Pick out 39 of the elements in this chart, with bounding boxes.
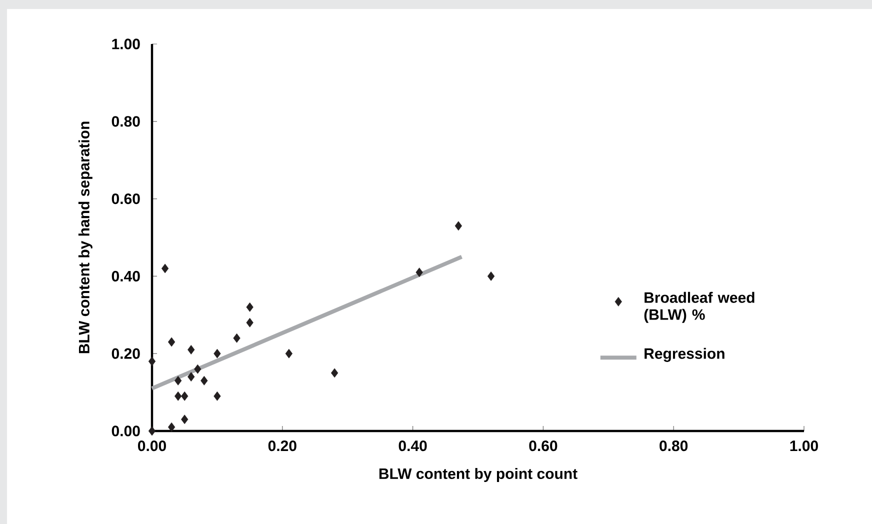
point: [188, 372, 195, 382]
point: [246, 318, 254, 328]
point: [181, 391, 188, 401]
point: [168, 337, 176, 347]
point: [416, 268, 423, 278]
y-tick-label: 0.40: [112, 270, 140, 282]
x-tick-label: 0.40: [398, 440, 427, 452]
y-tick-label: 0.00: [112, 426, 140, 436]
point: [487, 271, 495, 281]
y-axis-title: BLW content by hand separation: [78, 122, 92, 354]
point: [330, 368, 338, 378]
point: [174, 376, 182, 386]
point: [174, 391, 182, 401]
y-tick-label: 1.00: [112, 38, 140, 50]
point: [181, 414, 188, 424]
y-tick-label: 0.20: [112, 348, 140, 359]
point: [148, 426, 156, 436]
x-tick-label: 0.20: [268, 440, 296, 452]
x-tick-label: 0.60: [529, 440, 558, 452]
x-tick-label: 0.00: [138, 440, 166, 452]
legend-label: Broadleaf weed (BLW) %: [644, 292, 754, 323]
x-tick-label: 0.80: [660, 440, 688, 452]
point: [285, 348, 293, 358]
legend-label: Regression: [644, 348, 724, 362]
point: [233, 333, 240, 343]
x-axis-title: BLW content by point count: [379, 468, 578, 482]
point: [246, 302, 254, 312]
point: [161, 264, 169, 274]
point: [214, 348, 221, 358]
point: [168, 422, 176, 432]
y-tick-label: 0.80: [112, 116, 140, 127]
point: [200, 376, 208, 386]
point: [148, 356, 156, 366]
point: [214, 391, 221, 401]
point: [194, 364, 202, 374]
x-tick-label: 1.00: [790, 440, 818, 452]
y-tick-label: 0.60: [112, 193, 140, 204]
point: [454, 221, 462, 231]
point: [188, 345, 195, 354]
